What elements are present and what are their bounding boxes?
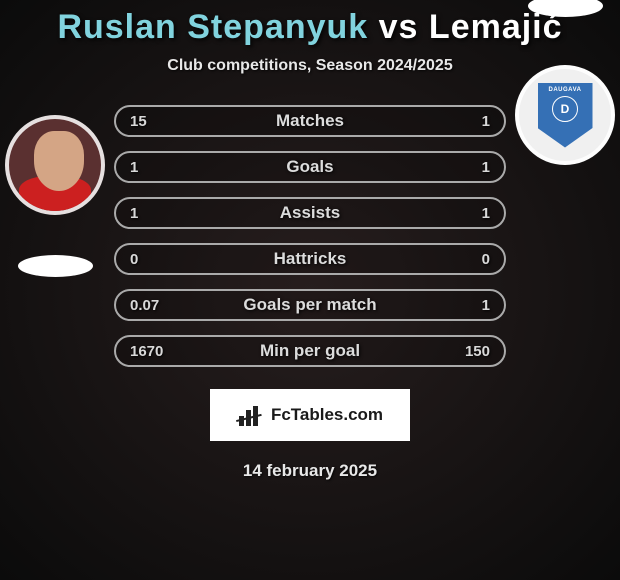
player1-flag — [18, 255, 93, 277]
stat-label: Goals per match — [180, 295, 440, 315]
date-text: 14 february 2025 — [0, 461, 620, 481]
stat-value-right: 150 — [440, 343, 490, 360]
vs-text: vs — [368, 8, 429, 46]
stat-value-left: 1 — [130, 205, 180, 222]
stats-area: 15 Matches 1 1 Goals 1 1 Assists 1 0 Hat… — [0, 105, 620, 367]
stat-value-right: 0 — [440, 251, 490, 268]
stat-label: Goals — [180, 157, 440, 177]
shield-icon: DAUGAVA D — [538, 83, 593, 148]
crest-letter: D — [552, 96, 578, 122]
player1-name: Ruslan Stepanyuk — [57, 8, 368, 46]
stat-row-goals-per-match: 0.07 Goals per match 1 — [114, 289, 506, 321]
stat-row-min-per-goal: 1670 Min per goal 150 — [114, 335, 506, 367]
stats-list: 15 Matches 1 1 Goals 1 1 Assists 1 0 Hat… — [110, 105, 510, 367]
player1-avatar — [5, 115, 105, 215]
stat-value-right: 1 — [440, 205, 490, 222]
stat-value-left: 1 — [130, 159, 180, 176]
stat-value-right: 1 — [440, 297, 490, 314]
stat-value-left: 0 — [130, 251, 180, 268]
stat-row-goals: 1 Goals 1 — [114, 151, 506, 183]
player2-crest: DAUGAVA D — [515, 65, 615, 165]
stat-label: Hattricks — [180, 249, 440, 269]
stat-row-assists: 1 Assists 1 — [114, 197, 506, 229]
subtitle: Club competitions, Season 2024/2025 — [0, 57, 620, 75]
stat-label: Matches — [180, 111, 440, 131]
stat-row-matches: 15 Matches 1 — [114, 105, 506, 137]
player1-column — [0, 105, 110, 277]
stat-row-hattricks: 0 Hattricks 0 — [114, 243, 506, 275]
stat-value-left: 0.07 — [130, 297, 180, 314]
player2-column: DAUGAVA D — [510, 105, 620, 165]
stat-value-left: 1670 — [130, 343, 180, 360]
comparison-title: Ruslan Stepanyuk vs Lemajić — [0, 8, 620, 47]
stat-value-right: 1 — [440, 159, 490, 176]
stat-label: Assists — [180, 203, 440, 223]
chart-icon — [237, 404, 265, 426]
brand-text: FcTables.com — [271, 405, 383, 425]
crest-label: DAUGAVA — [549, 87, 582, 93]
stat-label: Min per goal — [180, 341, 440, 361]
stat-value-right: 1 — [440, 113, 490, 130]
stat-value-left: 15 — [130, 113, 180, 130]
brand-box: FcTables.com — [210, 389, 410, 441]
